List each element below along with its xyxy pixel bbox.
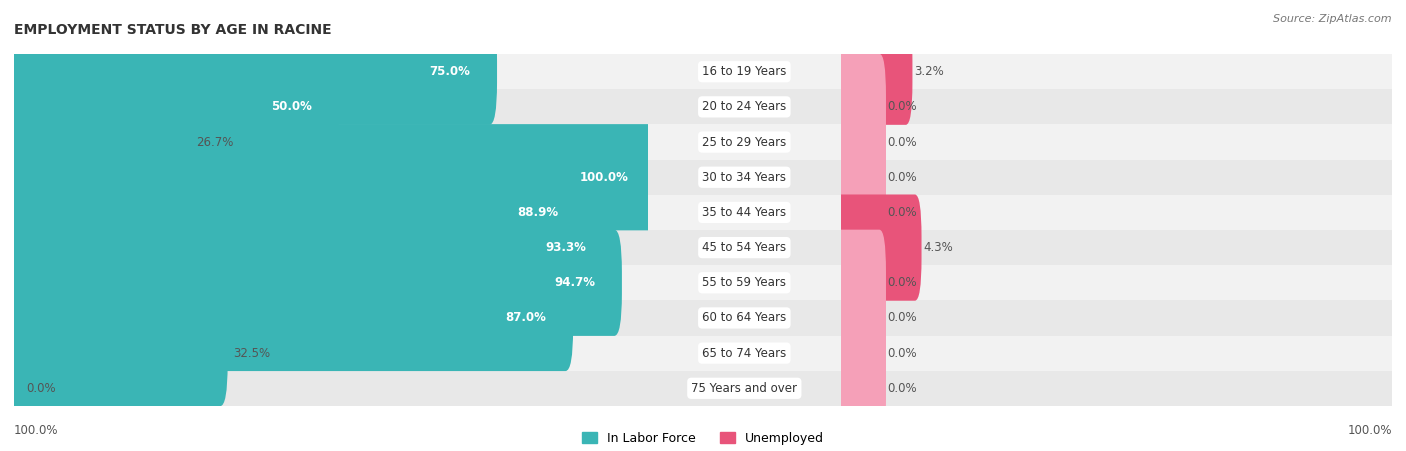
FancyBboxPatch shape [834, 194, 921, 301]
Bar [841, 89, 1392, 124]
Text: 0.0%: 0.0% [27, 382, 56, 395]
FancyBboxPatch shape [834, 89, 886, 195]
Text: EMPLOYMENT STATUS BY AGE IN RACINE: EMPLOYMENT STATUS BY AGE IN RACINE [14, 23, 332, 37]
Text: 4.3%: 4.3% [924, 241, 953, 254]
Bar [14, 160, 648, 195]
Text: 100.0%: 100.0% [1347, 424, 1392, 437]
Text: 0.0%: 0.0% [887, 136, 917, 148]
Text: 0.0%: 0.0% [887, 171, 917, 184]
Text: 0.0%: 0.0% [887, 312, 917, 324]
Bar [14, 265, 648, 300]
Bar [648, 89, 841, 124]
Text: 65 to 74 Years: 65 to 74 Years [702, 347, 786, 359]
Bar [841, 195, 1392, 230]
FancyBboxPatch shape [834, 18, 912, 125]
FancyBboxPatch shape [7, 54, 339, 160]
FancyBboxPatch shape [834, 265, 886, 371]
Text: 88.9%: 88.9% [517, 206, 558, 219]
Bar [648, 230, 841, 265]
Text: 75 Years and over: 75 Years and over [692, 382, 797, 395]
Text: Source: ZipAtlas.com: Source: ZipAtlas.com [1274, 14, 1392, 23]
Bar [648, 54, 841, 89]
Bar [14, 300, 648, 336]
FancyBboxPatch shape [7, 18, 498, 125]
Legend: In Labor Force, Unemployed: In Labor Force, Unemployed [582, 432, 824, 445]
Text: 32.5%: 32.5% [233, 347, 270, 359]
FancyBboxPatch shape [834, 159, 886, 266]
FancyBboxPatch shape [7, 89, 191, 195]
Text: 55 to 59 Years: 55 to 59 Years [703, 276, 786, 289]
Bar [14, 371, 648, 406]
Bar [841, 265, 1392, 300]
Bar [648, 195, 841, 230]
Bar [14, 89, 648, 124]
Text: 60 to 64 Years: 60 to 64 Years [702, 312, 786, 324]
Text: 26.7%: 26.7% [195, 136, 233, 148]
FancyBboxPatch shape [7, 194, 613, 301]
Text: 94.7%: 94.7% [554, 276, 595, 289]
FancyBboxPatch shape [7, 300, 228, 406]
Bar [841, 124, 1392, 160]
Bar [648, 265, 841, 300]
FancyBboxPatch shape [7, 265, 574, 371]
Bar [648, 124, 841, 160]
Bar [648, 336, 841, 371]
Text: 50.0%: 50.0% [271, 101, 312, 113]
Text: 87.0%: 87.0% [506, 312, 547, 324]
Text: 0.0%: 0.0% [887, 276, 917, 289]
FancyBboxPatch shape [834, 230, 886, 336]
Bar [841, 336, 1392, 371]
Text: 45 to 54 Years: 45 to 54 Years [702, 241, 786, 254]
Bar [14, 336, 648, 371]
FancyBboxPatch shape [7, 159, 585, 266]
Bar [841, 160, 1392, 195]
Bar [841, 300, 1392, 336]
Bar [648, 371, 841, 406]
Text: 0.0%: 0.0% [887, 101, 917, 113]
Bar [14, 195, 648, 230]
Text: 20 to 24 Years: 20 to 24 Years [702, 101, 786, 113]
Bar [841, 230, 1392, 265]
FancyBboxPatch shape [834, 54, 886, 160]
Text: 25 to 29 Years: 25 to 29 Years [702, 136, 786, 148]
Bar [648, 300, 841, 336]
Bar [14, 54, 648, 89]
Text: 93.3%: 93.3% [546, 241, 586, 254]
FancyBboxPatch shape [834, 300, 886, 406]
Text: 16 to 19 Years: 16 to 19 Years [702, 65, 786, 78]
Text: 35 to 44 Years: 35 to 44 Years [702, 206, 786, 219]
FancyBboxPatch shape [834, 335, 886, 442]
Text: 3.2%: 3.2% [914, 65, 943, 78]
Text: 30 to 34 Years: 30 to 34 Years [703, 171, 786, 184]
Text: 75.0%: 75.0% [430, 65, 471, 78]
Bar [14, 230, 648, 265]
Text: 0.0%: 0.0% [887, 347, 917, 359]
Bar [841, 371, 1392, 406]
Text: 0.0%: 0.0% [887, 206, 917, 219]
Bar [841, 54, 1392, 89]
FancyBboxPatch shape [7, 124, 655, 230]
Bar [648, 160, 841, 195]
Bar [14, 124, 648, 160]
Text: 100.0%: 100.0% [581, 171, 628, 184]
Text: 0.0%: 0.0% [887, 382, 917, 395]
FancyBboxPatch shape [834, 124, 886, 230]
Text: 100.0%: 100.0% [14, 424, 59, 437]
FancyBboxPatch shape [7, 230, 621, 336]
